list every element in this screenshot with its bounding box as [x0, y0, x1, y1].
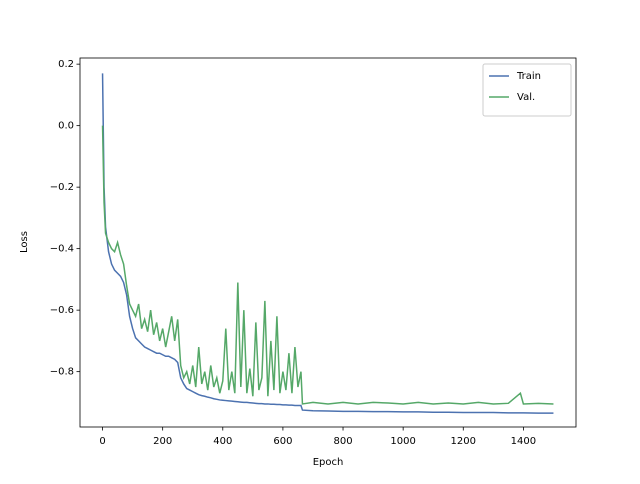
legend-label: Val.	[517, 92, 535, 103]
y-tick-label: −0.8	[50, 367, 74, 378]
x-tick-label: 200	[153, 436, 172, 447]
y-tick-label: −0.6	[50, 305, 74, 316]
y-tick-label: 0.2	[58, 59, 74, 70]
x-tick-label: 400	[213, 436, 232, 447]
legend-box	[482, 63, 572, 117]
x-tick-label: 600	[273, 436, 292, 447]
x-tick-label: 1400	[511, 436, 536, 447]
x-tick-label: 0	[99, 436, 105, 447]
x-axis-label: Epoch	[313, 457, 344, 468]
x-tick-label: 1000	[390, 436, 415, 447]
y-tick-label: 0.0	[58, 121, 74, 132]
legend-label: Train	[516, 71, 541, 82]
y-axis-label: Loss	[19, 231, 30, 253]
y-tick-label: −0.4	[50, 244, 74, 255]
x-tick-label: 1200	[451, 436, 476, 447]
series-line	[101, 125, 554, 405]
y-tick-label: −0.2	[50, 182, 74, 193]
x-tick-label: 800	[333, 436, 352, 447]
series-line	[101, 73, 554, 414]
plot-frame	[79, 57, 577, 428]
